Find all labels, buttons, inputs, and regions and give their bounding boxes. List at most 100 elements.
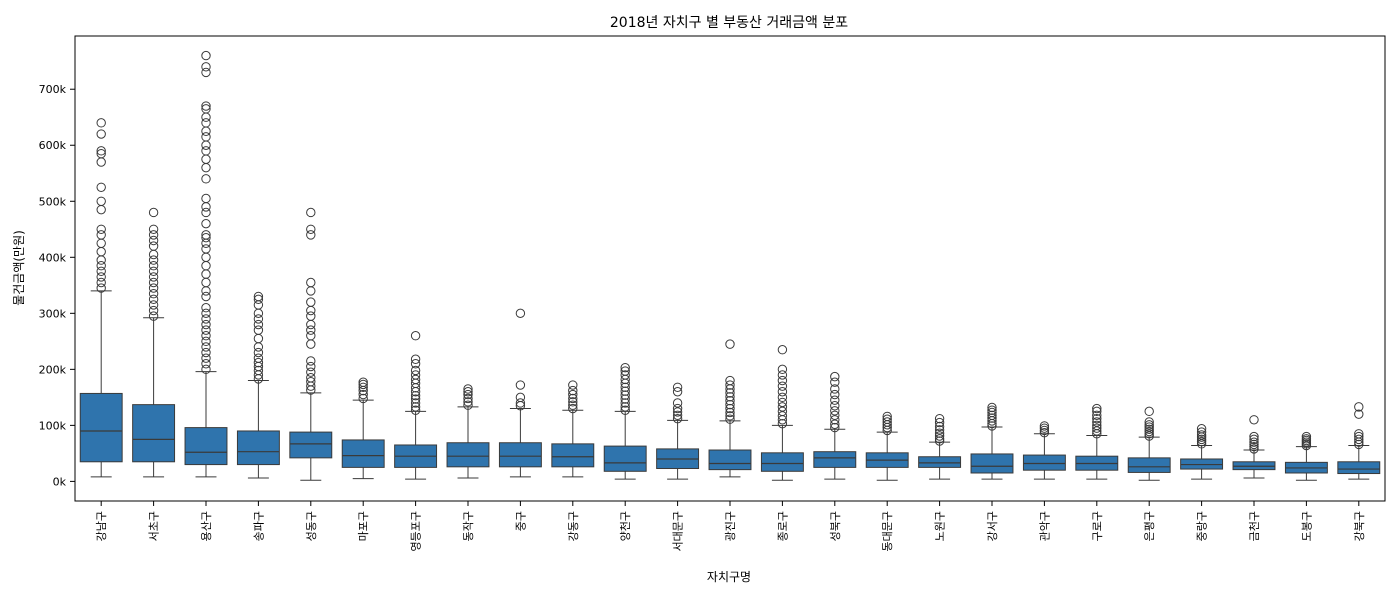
chart-title: 2018년 자치구 별 부동산 거래금액 분포 (610, 15, 848, 31)
x-tick-label: 도봉구 (1300, 511, 1313, 541)
outlier-point (1092, 410, 1102, 420)
outlier-point (934, 417, 945, 428)
outlier-point (1039, 421, 1050, 431)
outlier-point (725, 375, 735, 386)
y-tick-label: 200k (39, 363, 67, 376)
outlier-point (777, 364, 788, 375)
outlier-point (463, 387, 473, 397)
outlier-point (201, 174, 211, 184)
outlier-point (1354, 429, 1364, 439)
outlier-point (830, 377, 840, 387)
outlier-point (672, 410, 683, 420)
outlier-point (777, 370, 788, 380)
outlier-point (201, 359, 211, 369)
outlier-point (410, 359, 421, 369)
outlier-point (934, 431, 945, 441)
outlier-point (568, 385, 578, 396)
outlier-point (201, 154, 211, 164)
outlier-point (725, 411, 735, 421)
outlier-point (620, 402, 630, 412)
outlier-point (1144, 429, 1154, 439)
x-tick-label: 성동구 (305, 511, 318, 541)
outlier-point (410, 374, 421, 385)
outlier-point (934, 425, 945, 435)
outlier-point (148, 277, 159, 288)
outlier-point (306, 277, 316, 288)
box (184, 427, 228, 466)
outlier-point (253, 314, 264, 324)
outlier-point (96, 238, 106, 248)
x-tick-label: 금천구 (1247, 511, 1261, 541)
outlier-point (1144, 417, 1154, 427)
outlier-point (148, 255, 159, 265)
outlier-point (672, 403, 683, 414)
box (341, 439, 385, 468)
x-tick-label: 중구 (514, 511, 527, 531)
outlier-point (830, 384, 840, 394)
outlier-point (515, 380, 526, 390)
outlier-point (620, 394, 630, 404)
outlier-point (148, 305, 159, 316)
x-tick-label: 마포구 (357, 511, 370, 541)
outlier-point (148, 249, 159, 260)
outlier-point (201, 118, 211, 128)
x-tick-label: 중랑구 (1196, 511, 1209, 541)
outlier-point (148, 224, 159, 234)
outlier-point (1092, 426, 1102, 436)
outlier-point (1144, 420, 1154, 430)
outlier-point (306, 224, 316, 234)
outlier-point (1144, 422, 1154, 432)
box (498, 442, 542, 468)
outlier-point (201, 319, 211, 330)
outlier-point (410, 354, 421, 364)
outlier-point (306, 356, 316, 366)
outlier-point (830, 371, 840, 382)
y-tick-label: 500k (39, 195, 67, 208)
outlier-point (934, 413, 945, 424)
outlier-point (201, 353, 211, 363)
x-tick-label: 동작구 (462, 511, 475, 541)
outlier-point (1092, 403, 1102, 414)
outlier-point (568, 403, 578, 414)
box (132, 404, 176, 463)
outlier-point (1144, 431, 1154, 441)
outlier-point (148, 289, 159, 299)
outlier-point (96, 230, 106, 240)
outlier-point (253, 342, 264, 352)
box-group (1284, 431, 1328, 481)
outlier-point (568, 380, 578, 390)
outlier-point (306, 361, 316, 372)
box-group (656, 382, 700, 480)
outlier-point (96, 272, 106, 282)
outlier-point (96, 266, 106, 277)
outlier-point (96, 204, 106, 215)
box (1022, 454, 1066, 471)
outlier-point (1249, 434, 1259, 445)
box-group (341, 377, 385, 480)
x-tick-label: 서대문구 (672, 511, 685, 551)
outlier-point (201, 303, 211, 313)
outlier-point (96, 182, 106, 192)
box-group (184, 50, 228, 478)
outlier-point (201, 62, 211, 72)
outlier-point (410, 390, 421, 401)
outlier-point (1249, 444, 1259, 454)
outlier-point (1354, 409, 1364, 419)
outlier-point (987, 405, 997, 415)
box-group (1180, 424, 1224, 480)
outlier-point (515, 398, 526, 408)
outlier-point (306, 230, 316, 240)
box-group (1075, 403, 1119, 480)
box-group (1337, 402, 1381, 480)
y-tick-label: 700k (39, 83, 67, 96)
outlier-point (620, 382, 630, 392)
outlier-point (830, 410, 840, 420)
box (236, 430, 280, 466)
outlier-point (777, 411, 788, 421)
outlier-point (725, 396, 735, 406)
box-group (1232, 415, 1276, 479)
box-group (289, 207, 333, 481)
outlier-point (96, 283, 106, 293)
outlier-point (201, 347, 211, 358)
outlier-point (463, 393, 473, 404)
